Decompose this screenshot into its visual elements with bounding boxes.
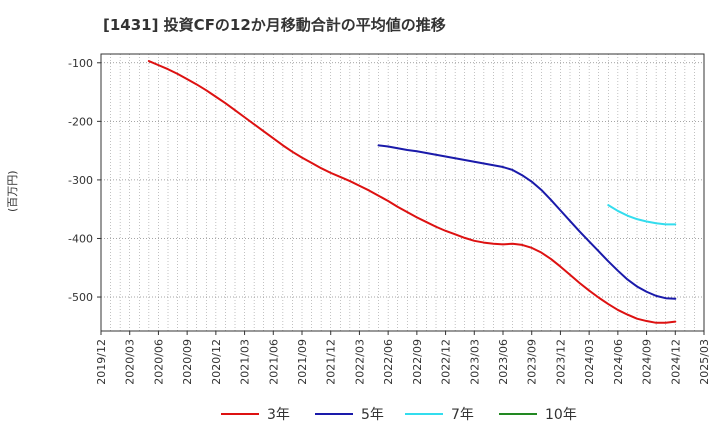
- series-line-5年: [377, 144, 677, 300]
- x-tick-label: 2024/09: [641, 339, 654, 385]
- legend-item-5y: 5年: [315, 404, 384, 424]
- x-tick-label: 2022/03: [353, 339, 366, 385]
- legend-swatch-10y: [499, 413, 537, 415]
- x-tick-label: 2020/06: [152, 339, 165, 385]
- x-tick-label: 2021/12: [325, 339, 338, 385]
- x-tick-label: 2022/09: [411, 339, 424, 385]
- x-tick-label: 2021/09: [296, 339, 309, 385]
- x-tick-label: 2023/12: [554, 339, 567, 385]
- x-tick-label: 2020/03: [124, 339, 137, 385]
- y-tick-label: -500: [68, 291, 93, 304]
- legend-swatch-3y: [221, 413, 259, 415]
- x-tick-label: 2024/03: [583, 339, 596, 385]
- legend-label-5y: 5年: [361, 407, 384, 423]
- x-tick-label: 2023/03: [468, 339, 481, 385]
- plot-area: [101, 54, 704, 331]
- x-tick-label: 2019/12: [95, 339, 108, 385]
- legend-label-10y: 10年: [545, 407, 577, 423]
- legend-swatch-7y: [405, 413, 443, 415]
- x-tick-label: 2020/12: [210, 339, 223, 385]
- legend-item-10y: 10年: [499, 404, 577, 424]
- x-tick-label: 2024/12: [669, 339, 682, 385]
- series-line-3年: [147, 60, 677, 324]
- legend-item-7y: 7年: [405, 404, 474, 424]
- legend-label-7y: 7年: [451, 407, 474, 423]
- x-tick-label: 2021/06: [267, 339, 280, 385]
- legend-swatch-5y: [315, 413, 353, 415]
- y-tick-label: -300: [68, 174, 93, 187]
- x-tick-label: 2022/12: [440, 339, 453, 385]
- x-tick-label: 2024/06: [612, 339, 625, 385]
- legend-item-3y: 3年: [221, 404, 290, 424]
- x-tick-label: 2023/06: [497, 339, 510, 385]
- x-tick-label: 2021/03: [239, 339, 252, 385]
- plot-frame: [100, 53, 705, 332]
- legend: 3年 5年 7年 10年: [0, 404, 720, 426]
- y-tick-label: -200: [68, 115, 93, 128]
- x-tick-label: 2025/03: [698, 339, 711, 385]
- legend-label-3y: 3年: [267, 407, 290, 423]
- series-line-7年: [607, 204, 677, 226]
- x-tick-label: 2020/09: [181, 339, 194, 385]
- x-tick-label: 2023/09: [526, 339, 539, 385]
- y-tick-label: -100: [68, 57, 93, 70]
- x-tick-label: 2022/06: [382, 339, 395, 385]
- y-tick-label: -400: [68, 232, 93, 245]
- chart-title: [1431] 投資CFの12か月移動合計の平均値の推移: [103, 16, 446, 34]
